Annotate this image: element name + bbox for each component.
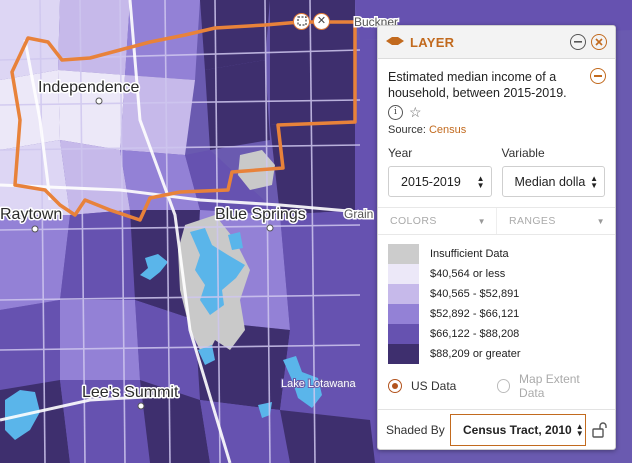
legend-item: $52,892 - $66,121: [388, 304, 605, 324]
place-label-lake-lotawana: Lake Lotawana: [281, 378, 356, 390]
collapse-description-button[interactable]: [590, 68, 606, 84]
minimize-button[interactable]: [570, 34, 586, 50]
close-panel-button[interactable]: [591, 34, 607, 50]
legend-item: $66,122 - $88,208: [388, 324, 605, 344]
tract: [200, 0, 270, 70]
shaded-by-select[interactable]: Census Tract, 2010 ▲ ▼: [450, 413, 586, 446]
tract: [120, 150, 200, 210]
legend-label: $52,892 - $66,121: [430, 308, 520, 320]
layer-panel: LAYER Estimated median income of a house…: [377, 25, 616, 450]
tract: [58, 70, 125, 150]
legend-item: $40,565 - $52,891: [388, 284, 605, 304]
area-boundary: [10, 20, 357, 222]
layer-panel-header: LAYER: [378, 26, 615, 59]
tract: [60, 140, 130, 215]
year-label: Year: [388, 146, 413, 160]
legend-tabs: COLORS ▼ RANGES ▼: [378, 207, 615, 235]
caret-down-icon: ▼: [596, 216, 605, 226]
source-label: Source:: [388, 124, 426, 136]
variable-value: Median dolla: [514, 174, 586, 189]
legend-swatch: [388, 264, 419, 284]
tract: [205, 60, 270, 150]
legend-item: $88,209 or greater: [388, 344, 605, 364]
shaded-by-value: Census Tract, 2010: [463, 422, 572, 437]
highways: [0, 0, 361, 463]
tract: [270, 120, 360, 215]
unlock-icon[interactable]: [586, 421, 612, 438]
legend-item: $40,564 or less: [388, 264, 605, 284]
selectors: Year 2015-2019 ▲ ▼ Variable Median dolla …: [378, 136, 615, 197]
radio-us-label: US Data: [411, 379, 457, 393]
shaded-by-row: Shaded By Census Tract, 2010 ▲ ▼: [378, 409, 615, 449]
tract: [280, 210, 365, 330]
legend-label: $40,564 or less: [430, 268, 506, 280]
description-icons: i ☆: [388, 104, 605, 120]
tab-colors[interactable]: COLORS ▼: [378, 208, 496, 234]
radio-us-data[interactable]: US Data: [388, 379, 497, 393]
layer-icon: [386, 33, 404, 51]
place-label-raytown: Raytown: [0, 206, 62, 223]
tract: [135, 300, 200, 400]
radio-selected-icon: [388, 379, 402, 393]
shaded-by-label: Shaded By: [386, 422, 445, 437]
tract: [58, 0, 130, 75]
updown-icon: ▲ ▼: [575, 421, 584, 438]
tract: [0, 215, 70, 310]
caret-down-icon: ▼: [477, 216, 486, 226]
updown-icon: ▲ ▼: [476, 173, 485, 190]
legend-label: $40,565 - $52,891: [430, 288, 520, 300]
legend-item: Insufficient Data: [388, 244, 605, 264]
tab-ranges-label: RANGES: [509, 215, 556, 227]
data-scope-radios: US Data Map Extent Data: [378, 364, 615, 400]
place-markers: [31, 97, 274, 410]
updown-icon: ▲ ▼: [590, 173, 598, 190]
layer-description: Estimated median income of a household, …: [378, 59, 615, 120]
road-network: [0, 0, 361, 463]
tract: [140, 380, 210, 463]
source-link[interactable]: Census: [428, 124, 467, 136]
tract: [60, 210, 135, 300]
legend: Insufficient Data $40,564 or less $40,56…: [378, 235, 615, 364]
variable-label: Variable: [501, 146, 545, 160]
legend-swatch: [388, 244, 419, 264]
place-label-grain-valley: Grain: [344, 207, 373, 221]
tract: [60, 300, 140, 380]
radio-map-extent-data[interactable]: Map Extent Data: [496, 372, 606, 400]
close-icon[interactable]: ✕: [313, 13, 330, 30]
tract: [270, 0, 355, 125]
star-icon[interactable]: ☆: [409, 104, 422, 120]
year-value: 2015-2019: [401, 174, 461, 189]
place-label-lees-summit: Lee's Summit: [82, 384, 179, 401]
info-icon[interactable]: i: [388, 104, 403, 120]
legend-swatch: [388, 324, 419, 344]
legend-swatch: [388, 304, 419, 324]
description-text: Estimated median income of a household, …: [388, 70, 567, 100]
legend-swatch: [388, 284, 419, 304]
variable-select[interactable]: Median dolla ▲ ▼: [501, 166, 605, 197]
layer-title: LAYER: [410, 34, 455, 50]
legend-label: $66,122 - $88,208: [430, 328, 520, 340]
radio-unselected-icon: [496, 379, 511, 393]
tract: [0, 300, 60, 390]
source-line: Source: Census: [378, 120, 615, 136]
place-label-blue-springs: Blue Springs: [215, 206, 306, 223]
year-select[interactable]: 2015-2019 ▲ ▼: [388, 166, 492, 197]
tab-colors-label: COLORS: [390, 215, 437, 227]
select-icon[interactable]: [293, 13, 310, 30]
place-label-independence: Independence: [38, 79, 140, 96]
tract: [185, 150, 280, 215]
radio-extent-label: Map Extent Data: [519, 372, 580, 400]
legend-label: Insufficient Data: [430, 248, 509, 260]
tab-ranges[interactable]: RANGES ▼: [496, 208, 615, 234]
legend-label: $88,209 or greater: [430, 348, 521, 360]
tract: [280, 410, 375, 463]
legend-swatch: [388, 344, 419, 364]
